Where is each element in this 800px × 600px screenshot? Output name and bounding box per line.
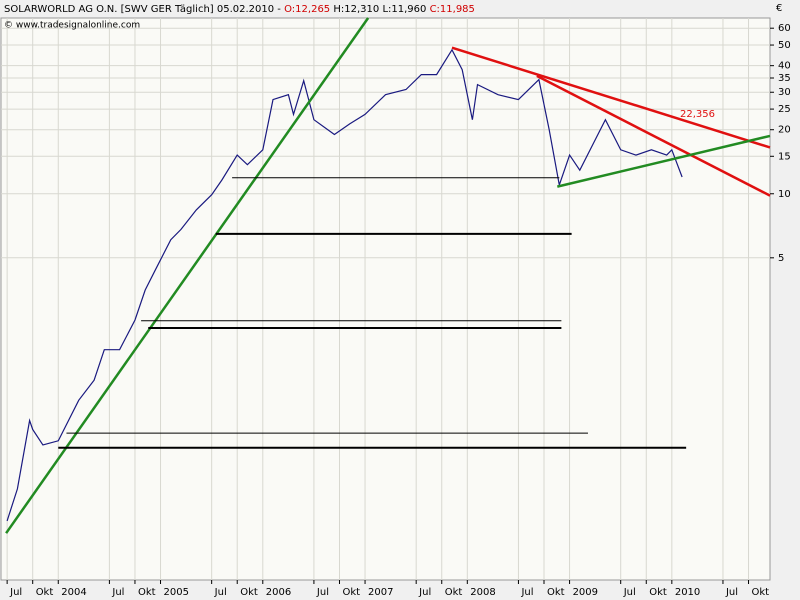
trend-line xyxy=(536,74,771,197)
x-tick-label: Okt xyxy=(445,587,463,598)
x-tick-label: Jul xyxy=(623,587,636,598)
header-open: O:12,265 xyxy=(284,4,330,15)
x-tick-label: Jul xyxy=(111,587,124,598)
x-tick-label: Jul xyxy=(418,587,431,598)
trend-line xyxy=(557,134,771,188)
x-tick-label: 2004 xyxy=(61,587,86,598)
y-tick-label: 60 xyxy=(778,23,791,34)
x-tick-label: Okt xyxy=(240,587,258,598)
annotation: 22,356 xyxy=(680,109,715,120)
x-tick-label: 2006 xyxy=(266,587,291,598)
y-tick-label: 30 xyxy=(778,87,791,98)
header-close: C:11,985 xyxy=(430,4,475,15)
source: © www.tradesignalonline.com xyxy=(4,21,140,31)
x-tick-label: Okt xyxy=(36,587,54,598)
x-tick-label: Okt xyxy=(752,587,770,598)
y-axis-label: € xyxy=(776,3,782,14)
header-low: L:11,960 xyxy=(382,4,426,15)
price-line xyxy=(6,48,683,522)
y-tick-label: 35 xyxy=(778,73,791,84)
y-tick-label: 40 xyxy=(778,61,791,72)
plot-area xyxy=(0,17,771,581)
x-tick-label: Okt xyxy=(342,587,360,598)
trend-line xyxy=(451,46,771,149)
x-tick-label: 2010 xyxy=(675,587,700,598)
x-tick-label: Jul xyxy=(316,587,329,598)
x-tick-label: Jul xyxy=(9,587,22,598)
header: SOLARWORLD AG O.N. [SWV GER Täglich] 05.… xyxy=(4,4,475,15)
x-tick-label: Okt xyxy=(649,587,667,598)
x-tick-label: Jul xyxy=(725,587,738,598)
header-title: SOLARWORLD AG O.N. [SWV GER Täglich] 05.… xyxy=(4,4,281,15)
x-tick-label: Okt xyxy=(138,587,156,598)
x-tick-label: 2009 xyxy=(573,587,598,598)
x-tick-label: 2008 xyxy=(470,587,495,598)
x-tick-label: Jul xyxy=(520,587,533,598)
y-tick-label: 50 xyxy=(778,40,791,51)
y-tick-label: 10 xyxy=(778,189,791,200)
y-tick-label: 5 xyxy=(778,253,784,264)
x-tick-label: Okt xyxy=(547,587,565,598)
header-high: H:12,310 xyxy=(333,4,379,15)
y-tick-label: 25 xyxy=(778,104,791,115)
x-tick-label: 2005 xyxy=(164,587,189,598)
y-tick-label: 15 xyxy=(778,151,791,162)
y-tick-label: 20 xyxy=(778,125,791,136)
x-tick-label: Jul xyxy=(214,587,227,598)
x-tick-label: 2007 xyxy=(368,587,393,598)
